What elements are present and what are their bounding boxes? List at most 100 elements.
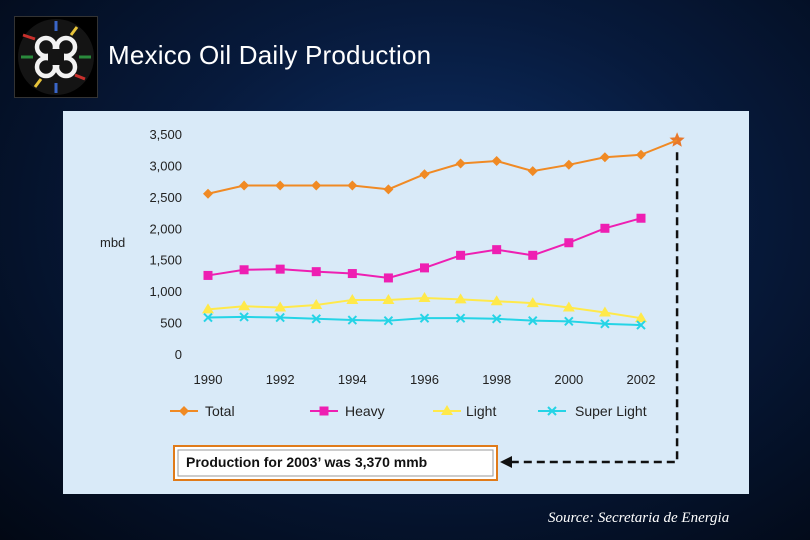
x-tick-label: 1992 [266, 372, 295, 387]
x-tick-label: 2000 [554, 372, 583, 387]
data-point-super-light [311, 314, 321, 324]
x-tick-label: 1998 [482, 372, 511, 387]
data-point-light [635, 312, 647, 323]
star-icon [669, 132, 685, 147]
arrowhead-icon [500, 456, 512, 468]
legend-label-heavy: Heavy [345, 403, 385, 419]
data-point-super-light [383, 315, 394, 326]
data-point-heavy [456, 250, 466, 260]
data-point-heavy [492, 245, 502, 255]
chart-panel [63, 111, 749, 494]
page-title: Mexico Oil Daily Production [108, 40, 432, 70]
data-point-light [274, 301, 287, 312]
y-tick-label: 2,000 [149, 221, 182, 236]
x-tick-label: 1994 [338, 372, 367, 387]
data-point-light [418, 292, 431, 303]
data-point-light [202, 303, 214, 314]
data-point-super-light [419, 313, 430, 323]
data-point-heavy [528, 250, 538, 260]
y-axis-label: mbd [100, 235, 125, 250]
data-point-total [239, 180, 250, 191]
series-line-extension [640, 139, 678, 156]
data-point-total [455, 158, 466, 169]
data-point-light [454, 293, 467, 304]
data-point-super-light [564, 316, 574, 327]
data-point-total [203, 188, 213, 199]
data-point-total [599, 152, 610, 163]
chart-axes: 0 500 1,000 1,500 2,000 2,500 3,000 3,500 mbd 199… [100, 127, 655, 387]
data-point-light [562, 301, 575, 312]
data-point-total [419, 169, 430, 180]
x-tick-label: 1990 [194, 372, 223, 387]
data-point-total [383, 184, 394, 195]
legend-item-light: Light [433, 403, 496, 419]
data-point-heavy [311, 267, 321, 277]
series-light [202, 292, 647, 323]
y-tick-label: 500 [160, 316, 182, 331]
data-point-heavy [239, 265, 249, 275]
data-point-light [238, 300, 251, 311]
series-heavy [203, 213, 646, 283]
data-point-heavy [600, 223, 610, 233]
y-tick-label: 1,000 [149, 284, 182, 299]
data-point-super-light [275, 312, 285, 323]
data-point-light [382, 293, 395, 304]
data-point-super-light [491, 314, 502, 324]
y-tick-label: 1,500 [149, 253, 182, 268]
data-point-heavy [636, 213, 646, 223]
data-point-heavy [347, 269, 357, 279]
data-point-heavy [383, 273, 393, 283]
data-point-total [275, 180, 286, 191]
data-point-light [490, 295, 503, 306]
data-point-total [527, 166, 538, 177]
logo [14, 16, 98, 98]
data-point-light [526, 297, 539, 308]
dashed-arrow [508, 152, 679, 464]
legend-marker-heavy [319, 406, 329, 416]
callout-text: Production for 2003’ was 3,370 mmb [186, 454, 427, 470]
data-point-heavy [564, 238, 574, 248]
data-point-super-light [455, 313, 466, 323]
data-point-heavy [420, 263, 429, 273]
data-point-super-light [203, 312, 213, 323]
legend-item-total: Total [170, 403, 235, 419]
y-tick-label: 0 [175, 347, 182, 362]
x-tick-label: 2002 [627, 372, 656, 387]
data-point-heavy [203, 270, 213, 280]
y-tick-label: 3,000 [149, 158, 182, 173]
y-tick-label: 3,500 [149, 127, 182, 142]
data-point-light [346, 293, 359, 304]
data-point-heavy [275, 264, 285, 274]
data-point-super-light [528, 315, 538, 326]
data-point-light [598, 306, 611, 317]
data-point-total [311, 180, 322, 191]
legend-label-total: Total [205, 403, 235, 419]
callout-inner-border [177, 449, 494, 477]
legend-item-heavy: Heavy [310, 403, 385, 419]
data-point-super-light [347, 315, 358, 325]
legend-marker-super-light [547, 406, 557, 416]
data-point-total [563, 159, 574, 170]
logo-emblem-icon [18, 19, 94, 95]
data-point-total [491, 156, 502, 167]
legend-label-light: Light [466, 403, 496, 419]
legend-marker-light [441, 405, 453, 415]
data-point-super-light [636, 320, 646, 330]
data-point-super-light [239, 312, 249, 322]
legend-label-super-light: Super Light [575, 403, 647, 419]
x-tick-label: 1996 [410, 372, 439, 387]
y-tick-label: 2,500 [149, 190, 182, 205]
callout-box [173, 445, 498, 481]
chart-legend: Total Heavy Light Super Light [170, 403, 647, 419]
data-point-light [310, 298, 323, 309]
source-note: Source: Secretaria de Energia [548, 510, 730, 526]
series-super-light [203, 312, 646, 330]
chart-annotations: Production for 2003’ was 3,370 mmb [173, 132, 685, 481]
legend-marker-total [179, 406, 189, 416]
series-total [203, 149, 646, 199]
data-point-super-light [600, 319, 610, 329]
data-point-total [347, 180, 358, 191]
legend-item-super-light: Super Light [538, 403, 647, 419]
chart-series [202, 149, 647, 330]
